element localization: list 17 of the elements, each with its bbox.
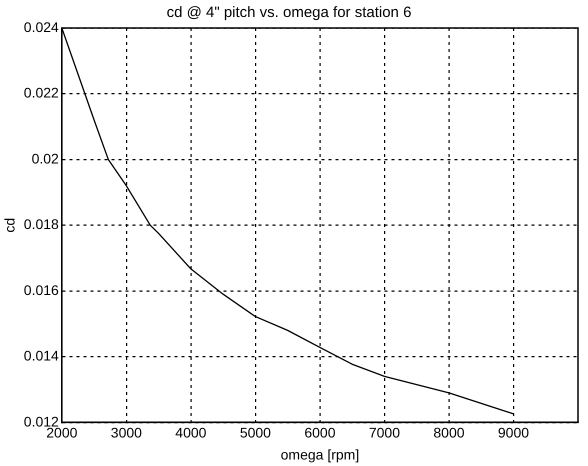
y-tick-label: 0.02 — [32, 150, 60, 166]
y-tick-label: 0.018 — [24, 216, 60, 232]
y-tick-label: 0.014 — [24, 348, 60, 364]
y-axis-title: cd — [1, 218, 18, 233]
y-tick-label: 0.016 — [24, 282, 60, 298]
x-tick-label: 4000 — [175, 424, 207, 441]
x-tick-label: 9000 — [498, 424, 530, 441]
x-axis-title: omega [rpm] — [280, 446, 360, 462]
chart-title: cd @ 4" pitch vs. omega for station 6 — [166, 4, 412, 22]
x-tick-label: 5000 — [240, 424, 272, 441]
y-tick-label: 0.022 — [24, 84, 60, 101]
x-tick-label: 6000 — [304, 424, 336, 441]
y-tick-label: 0.024 — [24, 18, 60, 35]
x-tick-label: 7000 — [368, 424, 400, 441]
y-tick-label: 0.012 — [24, 413, 60, 430]
x-tick-label: 3000 — [110, 424, 142, 441]
x-tick-label: 8000 — [433, 424, 465, 441]
